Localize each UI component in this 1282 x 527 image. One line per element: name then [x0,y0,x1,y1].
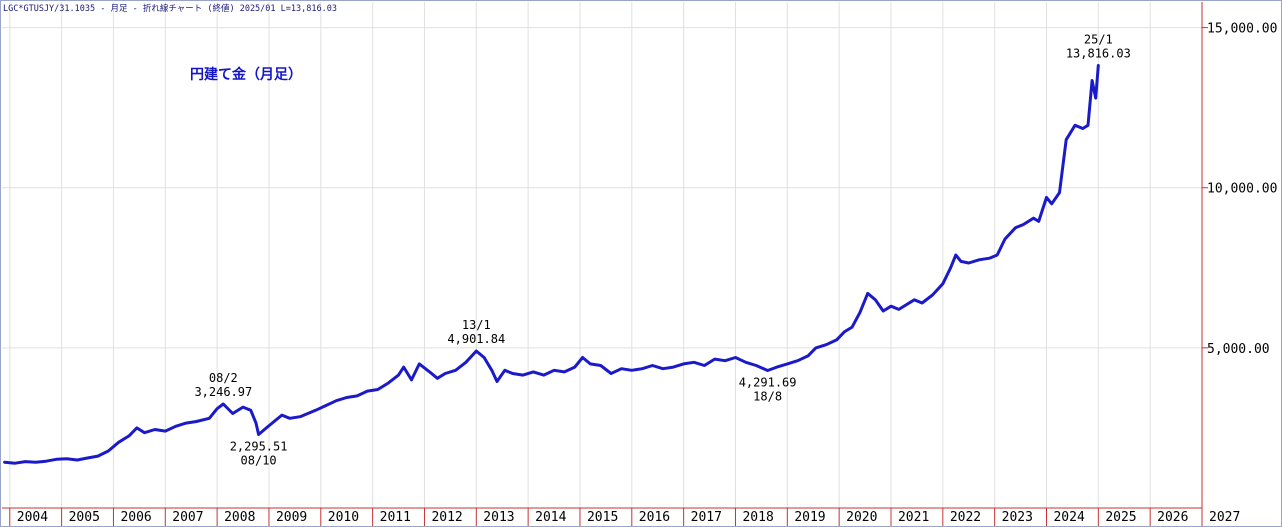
x-tick-label: 2026 [1157,510,1188,525]
x-tick-label: 2021 [898,510,929,525]
x-tick-labels: 2004 2005 2006 2007 2008 2009 2010 2011 2012 2013… [17,510,1241,525]
x-tick-label: 2025 [1105,510,1136,525]
x-tick-label: 2012 [431,510,462,525]
y-tick-label: 15,000.00 [1207,22,1277,37]
series-line [3,64,1100,465]
x-tick-label: 2005 [69,510,100,525]
x-tick-label: 2016 [639,510,670,525]
x-tick-label: 2015 [587,510,618,525]
annotation-label: 13/1 [462,318,491,332]
y-tick-label: 10,000.00 [1207,182,1277,197]
x-tick-label: 2004 [17,510,48,525]
annotation-label: 08/2 [209,371,238,385]
x-tick-label: 2027 [1209,510,1240,525]
x-tick-label: 2017 [691,510,722,525]
x-tick-label: 2018 [742,510,773,525]
x-tick-label: 2024 [1053,510,1084,525]
annotation-value: 2,295.51 [230,439,288,453]
annotation-value: 4,901.84 [447,332,505,346]
chart-header: LGC*GTUSJY/31.1035 - 月足 - 折れ線チャート (終値) 2… [3,3,337,14]
x-tick-label: 2006 [120,510,151,525]
x-tick-label: 2023 [1002,510,1033,525]
annotation-value: 3,246.97 [194,385,252,399]
x-tick-label: 2014 [535,510,566,525]
x-tick-label: 2010 [328,510,359,525]
annotation-value: 4,291.69 [739,376,797,390]
annotation-label: 08/10 [241,453,277,467]
annotation-value: 13,816.03 [1066,47,1131,61]
x-tick-label: 2013 [483,510,514,525]
y-tick-labels: 5,000.00 10,000.00 15,000.00 [1207,22,1277,357]
annotation-label: 25/1 [1084,33,1113,47]
x-tick-label: 2008 [224,510,255,525]
annotation-label: 18/8 [753,390,782,404]
chart-title: 円建て金（月足） [190,66,302,83]
x-tick-label: 2009 [276,510,307,525]
x-tick-label: 2020 [846,510,877,525]
y-tick-label: 5,000.00 [1207,342,1270,357]
x-tick-label: 2019 [794,510,825,525]
x-tick-label: 2022 [950,510,981,525]
grid-lines [2,2,1208,526]
axes [2,2,1203,509]
x-tick-label: 2007 [172,510,203,525]
x-tick-label: 2011 [380,510,411,525]
